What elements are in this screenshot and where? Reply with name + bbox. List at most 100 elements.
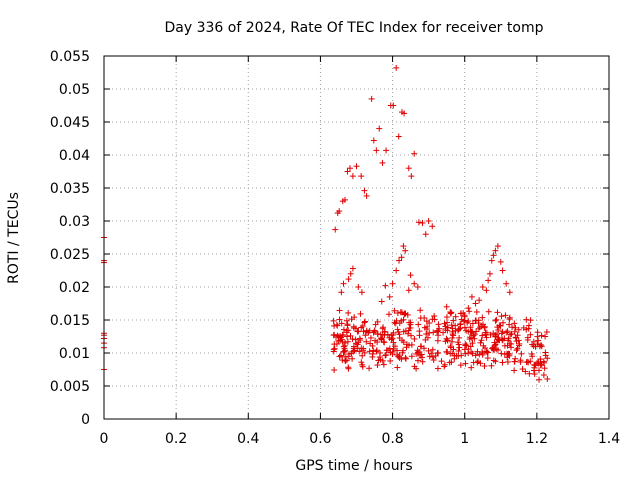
data-point (394, 347, 401, 354)
data-point (438, 358, 445, 365)
data-point (494, 309, 501, 316)
data-point (330, 348, 337, 355)
data-point (479, 314, 486, 321)
points-layer (101, 64, 551, 383)
plot-frame (103, 55, 610, 420)
data-point (358, 173, 365, 180)
data-point (511, 320, 518, 327)
data-point (537, 356, 544, 363)
data-point (339, 357, 346, 364)
data-point (394, 364, 401, 371)
data-point (374, 318, 381, 325)
data-point (523, 316, 530, 323)
data-point (340, 326, 347, 333)
data-point (379, 325, 386, 332)
data-point (447, 343, 454, 350)
data-point (392, 320, 399, 327)
data-point (350, 343, 357, 350)
data-point (491, 339, 498, 346)
data-point (331, 331, 338, 338)
data-point (474, 359, 481, 366)
data-point (506, 289, 513, 296)
data-point (378, 298, 385, 305)
data-point (381, 332, 388, 339)
data-point (468, 293, 475, 300)
data-point (344, 322, 351, 329)
data-point (443, 314, 450, 321)
data-point (389, 351, 396, 358)
data-point (458, 352, 465, 359)
data-point (462, 360, 469, 367)
data-point (473, 328, 480, 335)
data-point (361, 319, 368, 326)
data-point (513, 338, 520, 345)
data-point (499, 359, 506, 366)
data-point (349, 173, 356, 180)
data-point (390, 346, 397, 353)
data-point (497, 258, 504, 265)
data-point (435, 332, 442, 339)
data-point (484, 355, 491, 362)
data-point (341, 196, 348, 203)
data-point (356, 348, 363, 355)
data-point (390, 102, 397, 109)
data-point (506, 316, 513, 323)
data-point (360, 328, 367, 335)
data-point (345, 353, 352, 360)
data-point (373, 348, 380, 355)
data-point (396, 354, 403, 361)
data-point (532, 343, 539, 350)
y-tick-label: 0.045 (50, 115, 90, 131)
data-point (414, 284, 421, 290)
data-point (338, 320, 345, 327)
data-point (411, 363, 418, 370)
data-point (349, 265, 356, 272)
data-point (405, 330, 412, 337)
y-tick-label: 0.035 (50, 181, 90, 197)
data-point (527, 331, 534, 338)
data-point (423, 318, 430, 325)
data-point (507, 331, 514, 338)
data-point (363, 192, 370, 199)
data-point (508, 340, 515, 347)
data-point (481, 363, 488, 370)
data-point (357, 310, 364, 317)
data-point (357, 337, 364, 344)
data-point (497, 322, 504, 329)
data-point (527, 358, 534, 365)
data-point (472, 300, 479, 307)
data-point (470, 332, 477, 339)
data-point (460, 318, 467, 325)
data-point (526, 370, 533, 377)
data-point (417, 343, 424, 350)
data-point (444, 319, 451, 326)
data-point (468, 364, 475, 371)
data-point (499, 319, 506, 326)
data-point (345, 364, 352, 371)
data-point (544, 375, 551, 382)
data-point (485, 277, 492, 284)
data-point (408, 173, 415, 180)
data-point (415, 219, 422, 226)
data-point (431, 312, 438, 319)
data-point (358, 359, 365, 366)
data-point (469, 320, 476, 327)
data-point (540, 372, 547, 379)
data-point (508, 330, 515, 337)
data-point (434, 328, 441, 335)
data-point (376, 125, 383, 132)
data-point (485, 308, 492, 315)
data-point (494, 243, 501, 250)
data-point (524, 336, 531, 343)
data-point (435, 321, 442, 328)
data-point (488, 362, 495, 369)
data-point (492, 247, 499, 254)
data-point (430, 356, 437, 363)
data-point (385, 311, 392, 318)
data-point (450, 346, 457, 353)
data-point (492, 317, 499, 324)
data-point (443, 303, 450, 310)
data-point (542, 333, 549, 340)
data-point (425, 347, 432, 354)
data-point (515, 326, 522, 333)
